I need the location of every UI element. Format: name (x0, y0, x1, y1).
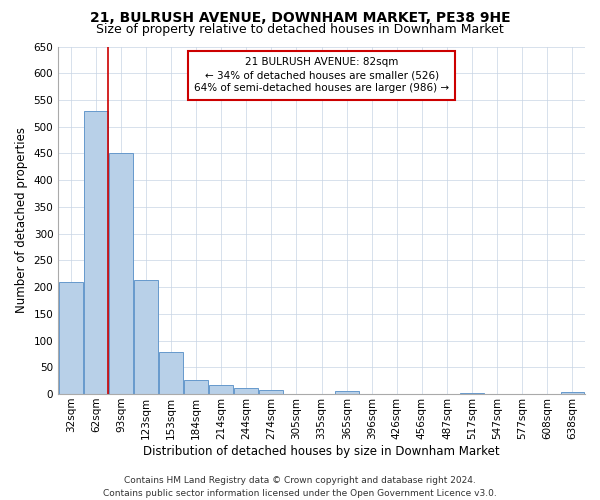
Bar (460, 393, 484, 394)
Text: Size of property relative to detached houses in Downham Market: Size of property relative to detached ho… (96, 22, 504, 36)
Bar (235, 388, 258, 394)
Y-axis label: Number of detached properties: Number of detached properties (15, 128, 28, 314)
Bar (259, 390, 283, 394)
Bar (560, 392, 584, 394)
Bar (134, 280, 158, 394)
Bar (335, 391, 359, 394)
Bar (109, 154, 133, 394)
Bar (159, 352, 183, 394)
Bar (184, 380, 208, 394)
Bar (59, 282, 83, 394)
Bar (209, 385, 233, 394)
Bar (84, 110, 108, 394)
Text: Contains HM Land Registry data © Crown copyright and database right 2024.
Contai: Contains HM Land Registry data © Crown c… (103, 476, 497, 498)
Text: 21 BULRUSH AVENUE: 82sqm
← 34% of detached houses are smaller (526)
64% of semi-: 21 BULRUSH AVENUE: 82sqm ← 34% of detach… (194, 57, 449, 94)
X-axis label: Distribution of detached houses by size in Downham Market: Distribution of detached houses by size … (143, 444, 500, 458)
Text: 21, BULRUSH AVENUE, DOWNHAM MARKET, PE38 9HE: 21, BULRUSH AVENUE, DOWNHAM MARKET, PE38… (89, 11, 511, 25)
